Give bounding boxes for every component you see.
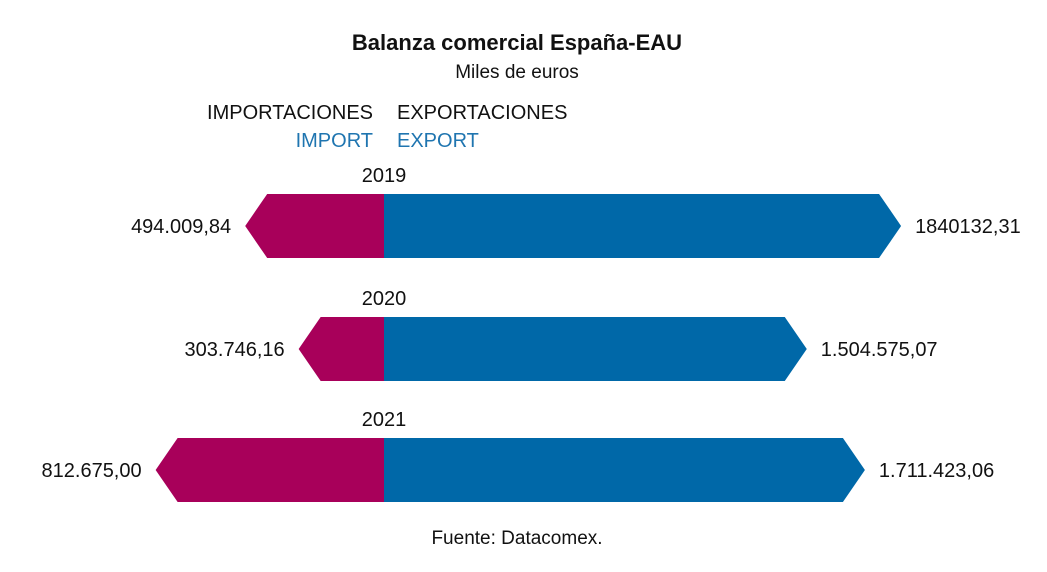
- year-label-2020: 2020: [362, 288, 407, 310]
- import-bar-2019: [245, 194, 384, 258]
- import-value-label-2020: 303.746,16: [185, 339, 285, 361]
- year-label-2019: 2019: [362, 165, 407, 187]
- export-bar-2020: [384, 317, 807, 381]
- export-bar-2021: [384, 438, 865, 502]
- export-bar-2019: [384, 194, 902, 258]
- legend-import-english: IMPORT: [296, 130, 373, 152]
- legend-export-label: EXPORTACIONES: [397, 102, 567, 124]
- import-value-label-2019: 494.009,84: [131, 216, 231, 238]
- import-bar-2021: [155, 438, 384, 502]
- export-value-label-2021: 1.711.423,06: [879, 460, 994, 482]
- chart-title: Balanza comercial España-EAU: [352, 30, 682, 55]
- import-value-label-2021: 812.675,00: [42, 460, 142, 482]
- bars-layer: 2019 494.009,84 1840132,31 2020 303.746,16 1.…: [42, 165, 1021, 502]
- export-value-label-2019: 1840132,31: [915, 216, 1021, 238]
- import-bar-2020: [298, 317, 384, 381]
- chart-subtitle: Miles de euros: [455, 62, 579, 83]
- export-value-label-2020: 1.504.575,07: [821, 339, 938, 361]
- legend-export-english: EXPORT: [397, 130, 479, 152]
- source-note: Fuente: Datacomex.: [431, 528, 602, 549]
- year-label-2021: 2021: [362, 409, 407, 431]
- legend-import-label: IMPORTACIONES: [207, 102, 373, 124]
